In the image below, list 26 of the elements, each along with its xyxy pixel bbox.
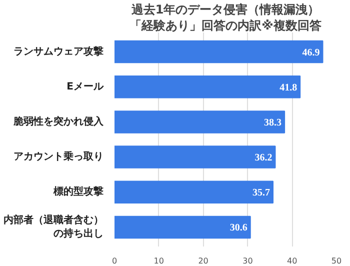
data-label: 46.9 <box>302 47 320 58</box>
chart-title: 過去1年のデータ侵害（情報漏洩） <box>130 2 320 16</box>
x-tick-label: 0 <box>112 256 118 266</box>
bar <box>114 146 276 168</box>
data-label: 41.8 <box>280 82 298 94</box>
data-label: 36.2 <box>254 152 272 164</box>
data-label: 30.6 <box>230 222 248 234</box>
y-tick-label: 脆弱性を突かれ侵入 <box>12 115 104 128</box>
y-tick-label: ランサムウェア攻撃 <box>14 45 104 58</box>
y-tick-label: アカウント乗っ取り <box>14 150 104 163</box>
y-tick-label: Eメール <box>66 81 104 92</box>
bar <box>114 216 251 239</box>
bar <box>114 180 274 204</box>
chart-subtitle: 「経験あり」回答の内訳※複数回答 <box>130 18 322 32</box>
x-tick-label: 50 <box>331 256 342 266</box>
x-tick-label: 40 <box>287 256 298 266</box>
x-tick-label: 30 <box>242 256 253 266</box>
bar <box>114 76 301 98</box>
x-tick-label: 20 <box>198 256 208 266</box>
bar <box>114 40 324 64</box>
data-label: 35.7 <box>252 188 270 199</box>
y-tick-label: 標的型攻撃 <box>52 186 104 198</box>
y-tick-label: 内部者（退職者含む）の持ち出し <box>4 214 104 240</box>
data-label: 38.3 <box>264 117 282 128</box>
bar <box>114 110 286 134</box>
x-tick-label: 10 <box>154 256 164 266</box>
